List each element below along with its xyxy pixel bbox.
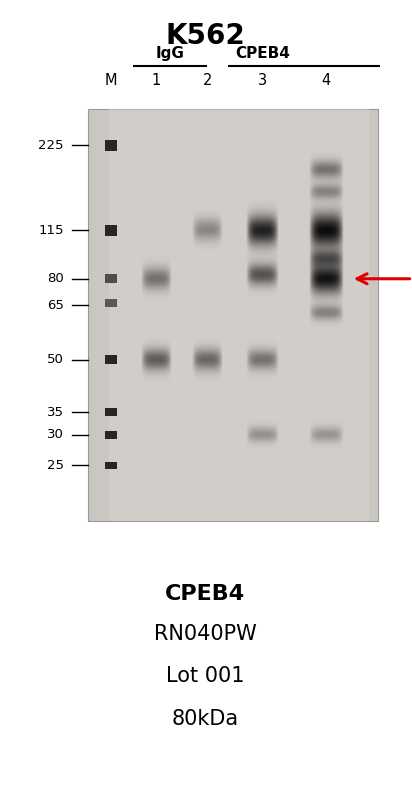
- Text: 35: 35: [47, 406, 63, 419]
- Bar: [105, 299, 117, 307]
- Bar: [105, 408, 117, 416]
- Bar: [105, 431, 117, 439]
- Text: 225: 225: [38, 139, 63, 152]
- Bar: [105, 462, 117, 469]
- Text: 80: 80: [47, 272, 63, 285]
- Text: 115: 115: [38, 224, 63, 237]
- Text: IgG: IgG: [156, 45, 185, 61]
- Text: K562: K562: [165, 23, 245, 50]
- Text: CPEB4: CPEB4: [235, 45, 290, 61]
- Text: 80kDa: 80kDa: [172, 709, 239, 729]
- Bar: [88, 109, 377, 521]
- Text: 65: 65: [47, 299, 63, 312]
- Text: 25: 25: [47, 459, 63, 472]
- Text: 30: 30: [47, 428, 63, 441]
- Text: CPEB4: CPEB4: [165, 584, 245, 604]
- Bar: [105, 140, 117, 151]
- Text: 50: 50: [47, 353, 63, 366]
- Text: M: M: [105, 74, 117, 88]
- Bar: [109, 109, 370, 521]
- Text: 4: 4: [322, 74, 331, 88]
- Text: Lot 001: Lot 001: [166, 667, 244, 686]
- Bar: [105, 225, 117, 236]
- Text: 2: 2: [203, 74, 212, 88]
- Bar: [105, 355, 117, 364]
- Text: 1: 1: [151, 74, 161, 88]
- Bar: [105, 274, 117, 283]
- Text: RN040PW: RN040PW: [154, 625, 257, 644]
- Text: 3: 3: [258, 74, 267, 88]
